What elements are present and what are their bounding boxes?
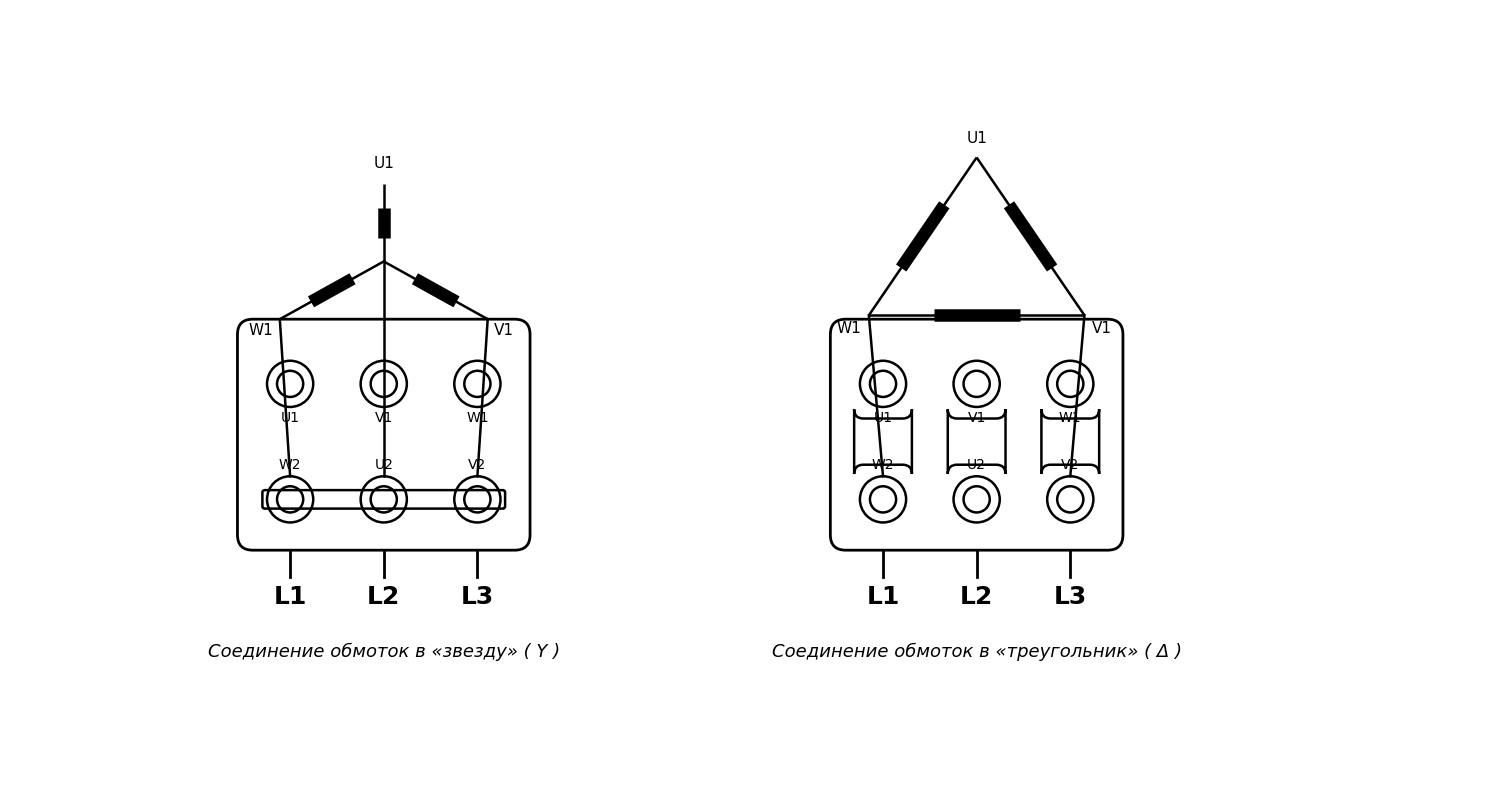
Text: U2: U2 [375,459,393,472]
Text: W1: W1 [466,411,489,425]
Text: U1: U1 [966,131,987,146]
FancyBboxPatch shape [237,319,530,551]
Text: Соединение обмоток в «звезду» ( Y ): Соединение обмоток в «звезду» ( Y ) [207,642,560,661]
Text: U2: U2 [968,459,986,472]
Text: V2: V2 [468,459,486,472]
Text: L3: L3 [460,585,494,609]
Text: V1: V1 [968,411,986,425]
Text: W1: W1 [1059,411,1082,425]
Text: Соединение обмоток в «треугольник» ( Δ ): Соединение обмоток в «треугольник» ( Δ ) [771,642,1182,661]
Text: W1: W1 [249,323,273,338]
Text: L1: L1 [867,585,900,609]
Text: L2: L2 [368,585,400,609]
Text: L1: L1 [273,585,308,609]
Text: U1: U1 [374,156,394,170]
Text: L3: L3 [1053,585,1088,609]
Text: W1: W1 [837,321,861,336]
Text: W2: W2 [871,459,894,472]
FancyBboxPatch shape [831,319,1124,551]
Text: L2: L2 [960,585,993,609]
Text: V1: V1 [375,411,393,425]
Text: V2: V2 [1060,459,1080,472]
Text: U1: U1 [873,411,892,425]
FancyBboxPatch shape [948,409,1005,474]
Text: W2: W2 [279,459,302,472]
Text: U1: U1 [280,411,300,425]
FancyBboxPatch shape [853,409,912,474]
FancyBboxPatch shape [262,490,506,509]
Text: V1: V1 [1092,321,1112,336]
Text: V1: V1 [494,323,514,338]
FancyBboxPatch shape [1041,409,1100,474]
